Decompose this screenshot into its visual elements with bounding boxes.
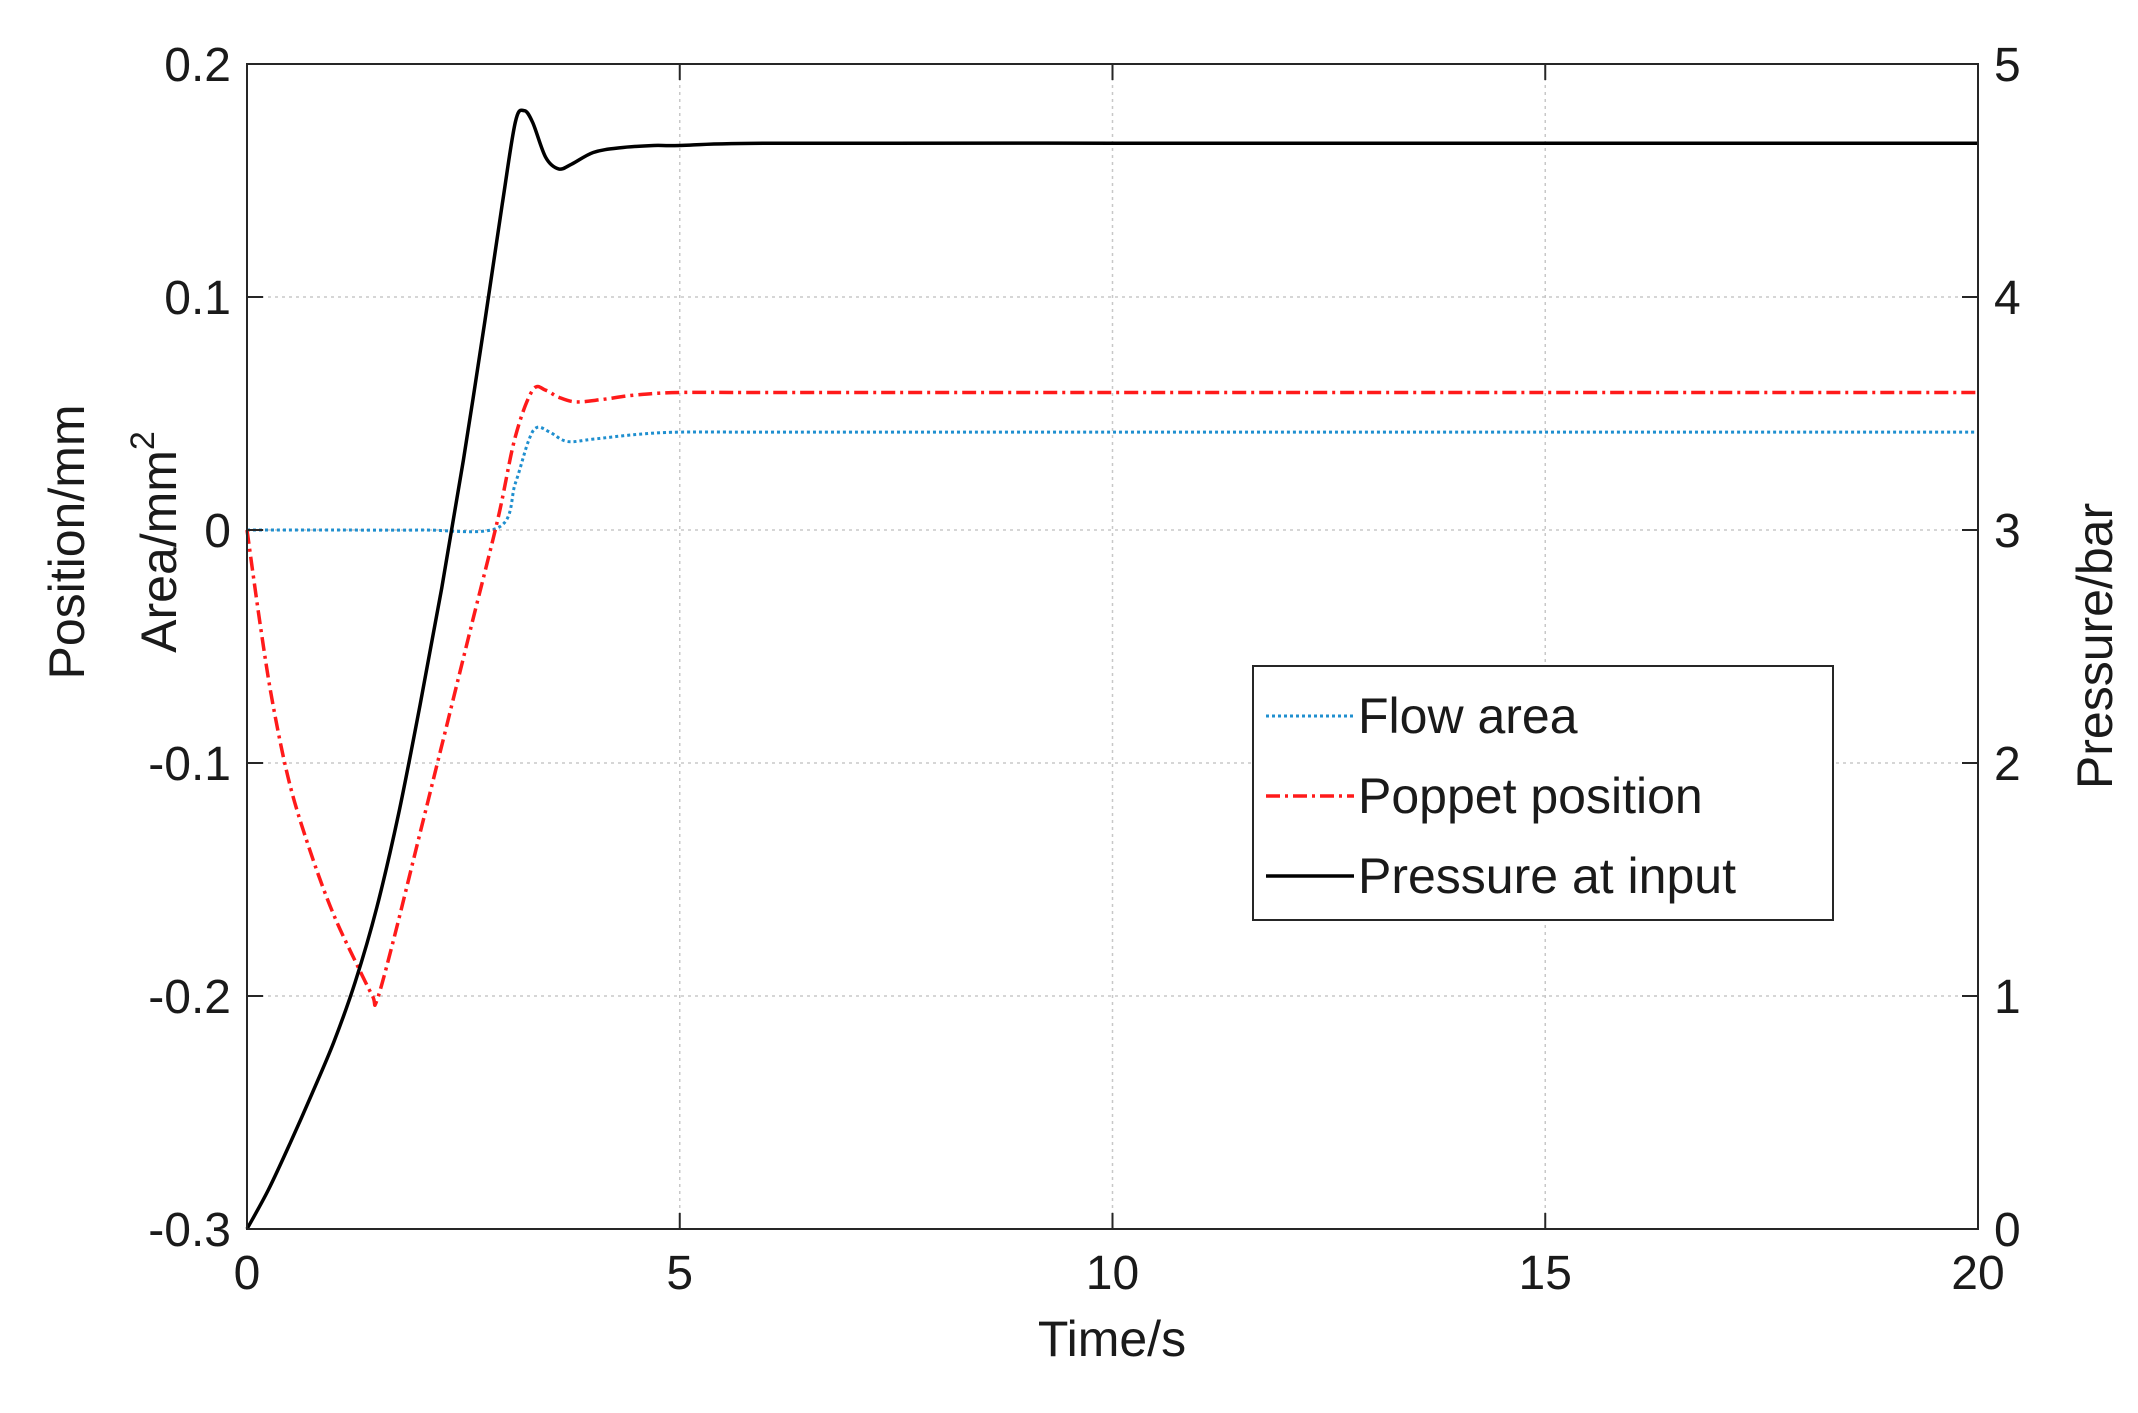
y-left-tick-label: -0.2 bbox=[148, 971, 231, 1024]
y-axis-title-left-area: Area/mm2 bbox=[124, 431, 187, 653]
x-tick-label: 5 bbox=[666, 1247, 693, 1300]
y-left-tick-label: 0.1 bbox=[164, 272, 231, 325]
series-line-flow-area bbox=[246, 425, 1978, 534]
x-tick-label: 10 bbox=[1086, 1247, 1139, 1300]
y-left-tick-label: -0.3 bbox=[148, 1204, 231, 1257]
y-left-tick-label: 0.2 bbox=[164, 39, 231, 92]
y-axis-title-right: Pressure/bar bbox=[2067, 503, 2123, 789]
legend-label-flow-area: Flow area bbox=[1358, 688, 1578, 744]
x-axis-title: Time/s bbox=[1038, 1311, 1186, 1367]
y-right-tick-label: 2 bbox=[1994, 738, 2021, 791]
y-right-tick-label: 1 bbox=[1994, 971, 2021, 1024]
series-line-poppet-position bbox=[245, 384, 1978, 1007]
y-right-tick-label: 0 bbox=[1994, 1204, 2021, 1257]
area-label-superscript: 2 bbox=[124, 431, 162, 450]
x-tick-label: 20 bbox=[1951, 1247, 2004, 1300]
legend: Flow area Poppet position Pressure at in… bbox=[1252, 665, 1834, 921]
y-axis-title-left-position: Position/mm bbox=[39, 404, 95, 679]
series-line-pressure-at-input bbox=[245, 108, 1978, 1230]
x-tick-label: 0 bbox=[234, 1247, 261, 1300]
x-tick-label: 15 bbox=[1519, 1247, 1572, 1300]
series-lines bbox=[245, 108, 1978, 1230]
y-right-tick-label: 3 bbox=[1994, 505, 2021, 558]
y-right-tick-label: 5 bbox=[1994, 39, 2021, 92]
y-left-tick-label: 0 bbox=[204, 505, 231, 558]
area-label-text: Area/mm bbox=[131, 450, 187, 653]
y-right-tick-label: 4 bbox=[1994, 272, 2021, 325]
legend-label-pressure-at-input: Pressure at input bbox=[1358, 848, 1736, 904]
y-left-tick-label: -0.1 bbox=[148, 738, 231, 791]
legend-label-poppet-position: Poppet position bbox=[1358, 768, 1703, 824]
